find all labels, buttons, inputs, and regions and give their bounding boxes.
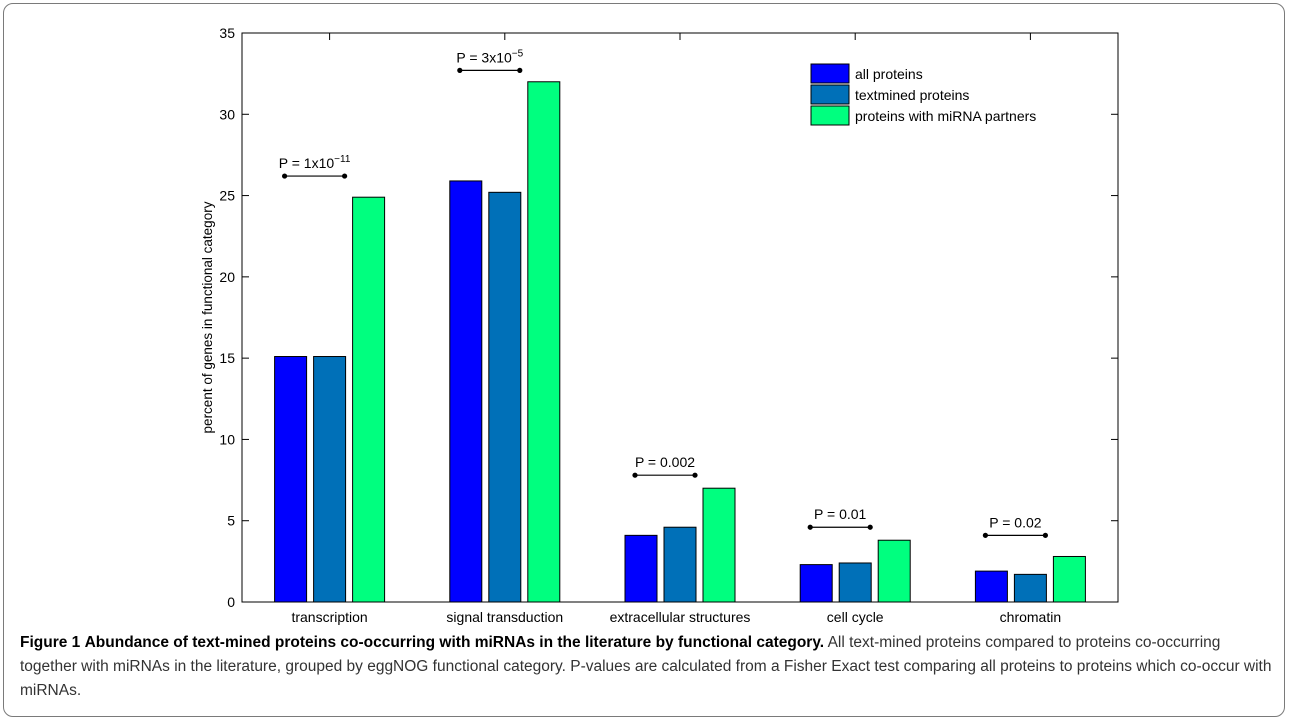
bracket-end-dot xyxy=(982,532,989,538)
caption-label: Figure 1 xyxy=(20,634,81,651)
bar xyxy=(838,562,872,603)
bar xyxy=(663,526,697,603)
x-tick-label: transcription xyxy=(291,609,367,625)
bracket-end-dot xyxy=(517,67,523,73)
bar xyxy=(352,196,386,603)
bracket-end-dot xyxy=(1042,532,1048,538)
legend-swatch xyxy=(810,84,850,105)
bar xyxy=(799,564,833,603)
p-value-annotations: P = 1x10−11 P = 3x10−5 P = 0.002 P = 0.01 P … xyxy=(279,48,1048,538)
bracket-end-dot xyxy=(632,472,638,478)
y-tick-label: 25 xyxy=(219,188,235,204)
p-value-label: P = 0.01 xyxy=(814,506,867,522)
bar xyxy=(527,81,561,603)
bar xyxy=(624,534,658,603)
caption-title: Abundance of text-mined proteins co-occu… xyxy=(84,634,825,651)
x-tick-label: cell cycle xyxy=(827,609,884,625)
y-tick-label: 10 xyxy=(219,431,235,447)
bracket-end-dot xyxy=(692,472,698,478)
bar xyxy=(1052,555,1086,603)
x-tick-label: signal transduction xyxy=(446,609,563,625)
bar xyxy=(488,191,522,603)
bar xyxy=(1013,573,1047,603)
legend-label: proteins with miRNA partners xyxy=(855,108,1036,124)
bar xyxy=(274,356,308,603)
bar xyxy=(702,487,736,603)
p-value-label: P = 1x10−11 xyxy=(279,154,351,171)
legend-label: all proteins xyxy=(855,66,923,82)
x-tick-label: extracellular structures xyxy=(610,609,751,625)
y-tick-label: 5 xyxy=(227,513,235,529)
figure-caption: Figure 1 Abundance of text-mined protein… xyxy=(20,631,1275,703)
x-tick-label: chromatin xyxy=(1000,609,1061,625)
legend-label: textmined proteins xyxy=(855,87,969,103)
chart-bars xyxy=(274,81,1086,603)
p-value-label: P = 0.002 xyxy=(635,454,695,470)
bar xyxy=(449,180,483,603)
legend-swatch xyxy=(810,63,850,84)
bar xyxy=(877,539,911,603)
bracket-end-dot xyxy=(282,173,288,179)
chart-axes: 0 5 10 15 20 25 30 35 transcription signal transd… xyxy=(200,25,1119,625)
bracket-end-dot xyxy=(867,524,873,530)
p-value-label: P = 0.02 xyxy=(989,514,1042,530)
y-tick-label: 30 xyxy=(219,106,235,122)
legend: all proteins textmined proteins proteins w… xyxy=(810,63,1036,126)
bracket-end-dot xyxy=(457,67,463,73)
bracket-end-dot xyxy=(807,524,813,530)
bar xyxy=(974,570,1008,603)
caption-body: All text-mined proteins compared to prot… xyxy=(20,634,1272,699)
y-tick-label: 0 xyxy=(227,594,235,610)
y-axis-label: percent of genes in functional category xyxy=(200,201,215,433)
figure-frame xyxy=(3,3,1285,717)
bracket-end-dot xyxy=(342,173,348,179)
bar xyxy=(313,356,347,603)
p-value-label: P = 3x10−5 xyxy=(456,48,523,65)
y-tick-label: 15 xyxy=(219,350,235,366)
y-tick-label: 20 xyxy=(219,269,235,285)
bar-chart: 0 5 10 15 20 25 30 35 transcription signal transd… xyxy=(200,25,1119,625)
legend-swatch xyxy=(810,105,850,126)
y-tick-label: 35 xyxy=(219,25,235,41)
